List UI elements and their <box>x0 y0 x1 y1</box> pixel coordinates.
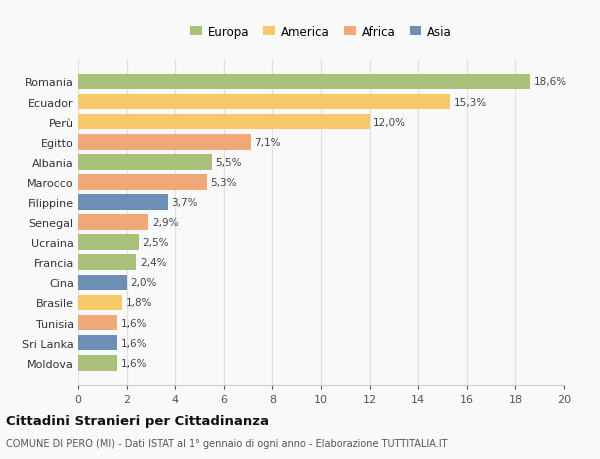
Bar <box>78 315 117 330</box>
Bar <box>78 95 450 110</box>
Bar <box>78 235 139 251</box>
Text: 15,3%: 15,3% <box>454 97 487 107</box>
Bar <box>78 355 117 371</box>
Bar <box>78 255 136 270</box>
Bar <box>78 215 148 230</box>
Text: 5,3%: 5,3% <box>211 178 237 188</box>
Text: 1,6%: 1,6% <box>121 338 147 348</box>
Text: Cittadini Stranieri per Cittadinanza: Cittadini Stranieri per Cittadinanza <box>6 414 269 428</box>
Text: 1,6%: 1,6% <box>121 358 147 368</box>
Text: 2,5%: 2,5% <box>142 238 169 248</box>
Bar <box>78 295 122 311</box>
Text: 18,6%: 18,6% <box>533 77 567 87</box>
Bar <box>78 74 530 90</box>
Text: 1,6%: 1,6% <box>121 318 147 328</box>
Text: 2,0%: 2,0% <box>130 278 157 288</box>
Bar <box>78 134 251 150</box>
Text: 1,8%: 1,8% <box>125 298 152 308</box>
Bar <box>78 155 212 170</box>
Bar <box>78 175 207 190</box>
Text: 5,5%: 5,5% <box>215 157 242 168</box>
Bar <box>78 275 127 291</box>
Bar <box>78 115 370 130</box>
Text: 3,7%: 3,7% <box>172 197 198 207</box>
Text: 2,9%: 2,9% <box>152 218 179 228</box>
Text: COMUNE DI PERO (MI) - Dati ISTAT al 1° gennaio di ogni anno - Elaborazione TUTTI: COMUNE DI PERO (MI) - Dati ISTAT al 1° g… <box>6 438 448 448</box>
Text: 12,0%: 12,0% <box>373 118 406 128</box>
Text: 7,1%: 7,1% <box>254 137 281 147</box>
Text: 2,4%: 2,4% <box>140 257 166 268</box>
Bar <box>78 335 117 351</box>
Bar <box>78 195 168 210</box>
Legend: Europa, America, Africa, Asia: Europa, America, Africa, Asia <box>188 23 454 41</box>
